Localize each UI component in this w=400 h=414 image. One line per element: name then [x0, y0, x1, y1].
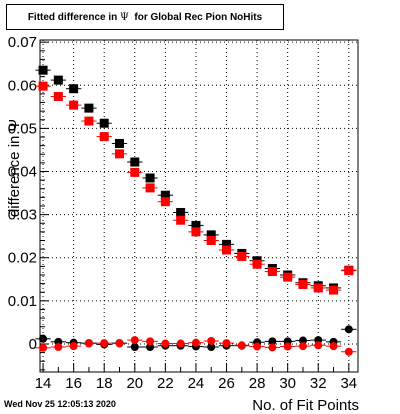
- y-tick-label: 0.01: [8, 293, 37, 310]
- data-point-circle: [84, 339, 93, 348]
- data-point-square: [53, 75, 63, 85]
- data-point-square: [298, 279, 308, 289]
- data-point-square: [222, 245, 232, 255]
- x-tick-label: 14: [35, 375, 52, 392]
- data-point-circle: [130, 336, 139, 345]
- data-point-circle: [130, 342, 139, 351]
- data-point-square: [115, 149, 124, 159]
- x-tick-label: 30: [279, 375, 296, 392]
- x-tick-label: 28: [249, 375, 266, 392]
- data-point-square: [267, 267, 277, 277]
- data-point-circle: [268, 343, 277, 352]
- x-tick-label: 18: [96, 375, 113, 392]
- x-axis-title: No. of Fit Points: [252, 397, 359, 414]
- data-point-circle: [329, 342, 338, 351]
- data-point-circle: [268, 337, 277, 346]
- x-tick-label: 26: [218, 375, 235, 392]
- chart-title-suffix: for Global Rec Pion NoHits: [128, 11, 263, 23]
- data-point-circle: [115, 339, 124, 348]
- data-point-circle: [344, 325, 353, 334]
- data-point-square: [191, 220, 201, 230]
- plot-frame: [39, 39, 359, 373]
- data-point-square: [206, 230, 216, 240]
- data-point-square: [145, 173, 155, 183]
- psi-symbol: Ψ: [120, 11, 129, 23]
- data-point-circle: [176, 339, 185, 348]
- y-tick-label: 0.05: [8, 120, 37, 137]
- data-point-square: [99, 118, 109, 128]
- data-point-square: [145, 183, 155, 193]
- data-point-square: [130, 157, 140, 167]
- chart-title-prefix: Fitted difference in: [27, 11, 121, 23]
- data-point-square: [222, 239, 232, 249]
- x-tick-label: 34: [340, 375, 357, 392]
- y-tick-label: 0.03: [8, 207, 37, 224]
- y-tick-label: 0.07: [8, 34, 37, 51]
- data-point-square: [38, 65, 48, 75]
- chart-title: Fitted difference in Ψ for Global Rec Pi…: [6, 4, 284, 30]
- data-point-circle: [146, 342, 155, 351]
- data-point-square: [160, 197, 170, 207]
- data-point-square: [53, 91, 63, 101]
- y-tick-label: 0.04: [8, 164, 37, 181]
- axes: 14 16 18 20 22 24 26 28 30 32 34 0 0.01 0.02 0.03 0.04 0…: [8, 34, 357, 392]
- data-point-circle: [191, 338, 200, 347]
- data-point-circle: [253, 342, 262, 351]
- data-point-circle: [207, 336, 216, 345]
- y-tick-label: 0.02: [8, 250, 37, 267]
- data-point-square: [252, 259, 262, 269]
- data-point-circle: [344, 347, 353, 356]
- data-point-square: [176, 207, 186, 217]
- data-point-circle: [314, 341, 323, 350]
- data-point-circle: [161, 339, 170, 348]
- data-point-square: [283, 272, 293, 282]
- data-markers: [35, 65, 357, 356]
- data-point-circle: [298, 342, 307, 351]
- data-point-circle: [100, 339, 109, 348]
- data-point-circle: [237, 341, 246, 350]
- data-point-square: [206, 235, 216, 245]
- data-point-square: [38, 81, 48, 91]
- data-point-square: [313, 283, 323, 293]
- data-point-square: [160, 190, 170, 200]
- data-point-square: [130, 167, 140, 177]
- data-point-square: [176, 215, 186, 225]
- data-point-square: [69, 84, 79, 94]
- data-point-circle: [39, 343, 48, 352]
- data-point-circle: [222, 339, 231, 348]
- x-tick-label: 24: [188, 375, 205, 392]
- data-point-square: [69, 100, 79, 110]
- data-point-square: [237, 251, 247, 261]
- x-tick-label: 22: [157, 375, 174, 392]
- data-point-square: [191, 227, 201, 237]
- data-point-circle: [298, 336, 307, 345]
- data-point-circle: [207, 342, 216, 351]
- data-point-square: [84, 103, 94, 113]
- y-tick-label: 0.06: [8, 77, 37, 94]
- data-point-square: [84, 116, 94, 126]
- data-point-square: [115, 138, 124, 148]
- data-point-circle: [54, 342, 63, 351]
- data-point-circle: [69, 342, 78, 351]
- data-point-circle: [146, 337, 155, 346]
- data-point-square: [329, 285, 339, 295]
- data-point-circle: [39, 334, 48, 343]
- x-tick-label: 32: [310, 375, 327, 392]
- x-tick-label: 16: [65, 375, 82, 392]
- data-point-circle: [283, 342, 292, 351]
- y-axis-title: difference in Ψ: [6, 119, 23, 217]
- x-tick-label: 20: [126, 375, 143, 392]
- data-point-square: [99, 132, 109, 142]
- footer-timestamp: Wed Nov 25 12:05:13 2020: [4, 399, 116, 409]
- data-point-square: [344, 266, 354, 276]
- y-tick-label: 0: [29, 336, 37, 353]
